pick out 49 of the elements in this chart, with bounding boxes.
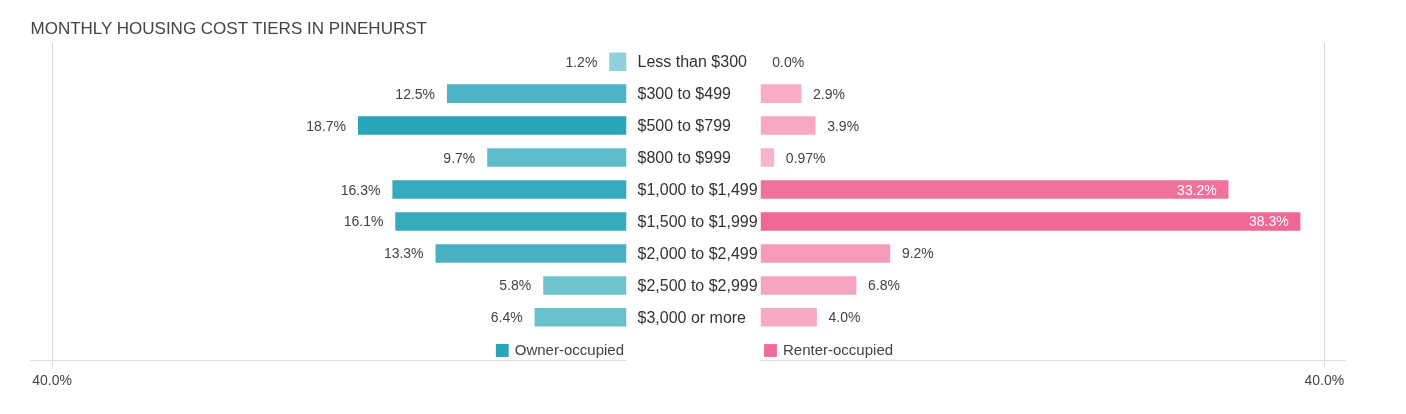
data-label: 1.2%: [565, 53, 598, 70]
bar: [760, 116, 816, 135]
data-label: 9.2%: [901, 245, 934, 262]
data-label: 0.0%: [772, 53, 805, 70]
y-tick-label: Less than $300: [637, 53, 748, 71]
y-tick-label: $3,000 or more: [637, 308, 747, 326]
legend-label: Owner-occupied: [514, 341, 624, 358]
data-label: 5.8%: [499, 277, 532, 294]
bar: [435, 244, 627, 263]
y-tick-label: $500 to $799: [637, 117, 732, 135]
y-tick-label: $1,000 to $1,499: [637, 181, 758, 199]
bar: [760, 212, 1301, 231]
x-tick-label: 40.0%: [1304, 371, 1345, 388]
y-tick-label: $1,500 to $1,999: [637, 212, 758, 230]
y-tick-label: $800 to $999: [637, 149, 732, 167]
bar: [760, 308, 817, 327]
bar: [534, 308, 627, 327]
data-label: 0.97%: [785, 149, 826, 166]
data-label: 6.4%: [490, 309, 523, 326]
data-label: 13.3%: [383, 245, 424, 262]
bar: [760, 276, 857, 295]
data-label: 2.9%: [813, 85, 845, 102]
y-tick-label: $300 to $499: [637, 85, 732, 103]
data-label: 38.3%: [1249, 213, 1289, 230]
chart-title: MONTHLY HOUSING COST TIERS IN PINEHURST: [30, 18, 427, 38]
bar: [760, 244, 891, 263]
bar: [760, 148, 775, 167]
bar: [392, 180, 627, 199]
bar: [609, 52, 627, 71]
bar: [760, 84, 802, 103]
data-label: 12.5%: [395, 85, 436, 102]
bar: [487, 148, 627, 167]
data-label: 9.7%: [443, 149, 476, 166]
y-tick-label: $2,000 to $2,499: [637, 244, 758, 262]
y-tick-label: $2,500 to $2,999: [637, 276, 758, 294]
data-label: 6.8%: [868, 277, 900, 294]
data-label: 4.0%: [828, 309, 861, 326]
bar: [543, 276, 627, 295]
data-label: 16.1%: [343, 213, 384, 230]
bar: [395, 212, 627, 231]
data-label: 18.7%: [306, 117, 347, 134]
data-label: 3.9%: [827, 117, 860, 134]
data-label: 33.2%: [1177, 181, 1217, 198]
data-label: 16.3%: [340, 181, 381, 198]
x-tick-label: 40.0%: [32, 371, 72, 388]
bar: [760, 180, 1229, 199]
legend-label: Renter-occupied: [783, 341, 894, 358]
bar: [357, 116, 627, 135]
bar: [446, 84, 627, 103]
